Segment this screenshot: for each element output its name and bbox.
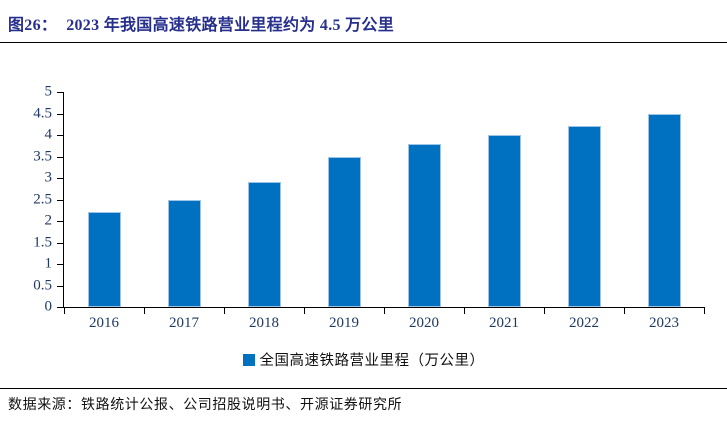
- title-divider: [0, 42, 727, 43]
- chart-legend: 全国高速铁路营业里程（万公里）: [0, 349, 727, 370]
- x-axis-tick: [624, 307, 625, 314]
- y-axis-tick-label: 1.5: [33, 234, 52, 250]
- y-axis-tick: [57, 307, 64, 308]
- bar-2017: [167, 199, 201, 307]
- x-axis-tick: [464, 307, 465, 314]
- bar-2021: [487, 135, 521, 307]
- y-axis-tick: [57, 156, 64, 158]
- data-source-text: 数据来源：铁路统计公报、公司招股说明书、开源证券研究所: [8, 398, 403, 413]
- figure-title-text: 2023 年我国高速铁路营业里程约为 4.5 万公里: [66, 17, 395, 34]
- x-axis-label: 2020: [409, 315, 439, 331]
- y-axis-tick: [57, 92, 64, 93]
- y-axis-tick: [57, 135, 64, 136]
- y-axis-tick: [57, 199, 64, 201]
- y-axis-tick-label: 2.5: [33, 191, 52, 207]
- y-axis-tick: [57, 178, 64, 179]
- x-axis-tick: [704, 307, 705, 314]
- y-axis-tick-label: 4: [44, 126, 53, 143]
- bar-2020: [407, 143, 441, 307]
- bar-2018: [247, 182, 281, 307]
- x-axis-label: 2019: [329, 315, 359, 331]
- x-axis-tick: [384, 307, 385, 314]
- bar-2019: [327, 156, 361, 307]
- x-axis-label: 2016: [89, 315, 119, 331]
- x-axis-label: 2021: [489, 315, 519, 331]
- x-axis-tick: [144, 307, 145, 314]
- y-axis-tick-label: 3.5: [33, 148, 52, 164]
- plot-area: 0 0.5 1 1.5 2 2.5 3 3.5 4 4.5 5 2016 2017 2018 2019 202…: [33, 84, 705, 331]
- x-axis-label: 2023: [649, 315, 679, 331]
- x-axis-tick: [544, 307, 545, 314]
- bar-2022: [567, 126, 601, 307]
- legend-swatch: [242, 353, 255, 366]
- y-axis-tick-label: 4.5: [33, 105, 52, 121]
- x-axis-tick: [224, 307, 225, 314]
- y-axis-tick-label: 3: [44, 169, 53, 186]
- bar-2016: [87, 212, 121, 307]
- figure-title: 图26： 2023 年我国高速铁路营业里程约为 4.5 万公里: [8, 11, 723, 35]
- source-divider: [0, 388, 727, 389]
- figure-number-label: 图26：: [8, 17, 58, 34]
- y-axis-tick: [57, 264, 64, 265]
- y-axis-tick-label: 1: [44, 255, 53, 272]
- y-axis-tick: [57, 113, 64, 115]
- bar-2023: [647, 113, 681, 307]
- y-axis-tick-label: 0.5: [33, 277, 52, 293]
- x-axis-label: 2018: [249, 315, 279, 331]
- legend-label: 全国高速铁路营业里程（万公里）: [259, 353, 485, 369]
- y-axis-tick: [57, 221, 64, 222]
- y-axis-tick-label: 0: [44, 298, 53, 315]
- x-axis-tick: [304, 307, 305, 314]
- y-axis-tick: [57, 242, 64, 244]
- y-axis-tick-label: 5: [44, 83, 53, 100]
- y-axis-tick: [57, 285, 64, 287]
- x-axis-tick: [64, 307, 65, 314]
- y-axis-tick-label: 2: [44, 212, 53, 229]
- x-axis-label: 2017: [169, 315, 199, 331]
- x-axis-label: 2022: [569, 315, 599, 331]
